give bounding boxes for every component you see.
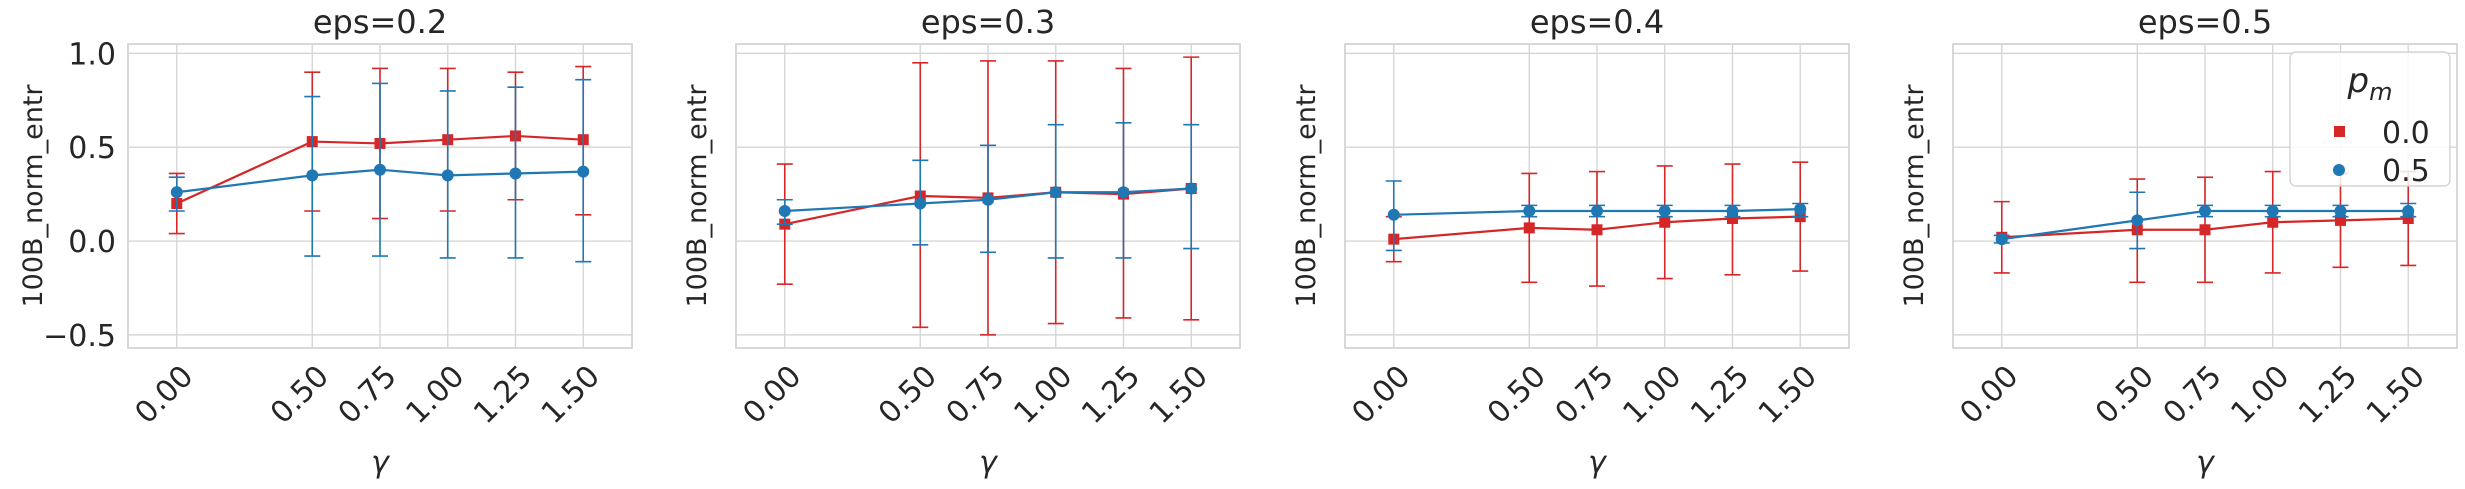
x-axis-label: γ (1588, 445, 1608, 480)
data-point (1794, 203, 1807, 216)
panel-2: 0.00 0.500.751.001.251.50 eps=0.3 γ 100B_nor… (682, 3, 1241, 480)
y-axis-label: 100B_norm_entr (1899, 84, 1930, 308)
x-tick-label: 0.00 (128, 359, 200, 431)
series-pm-0.5 (776, 122, 1200, 259)
series-line (176, 168, 584, 194)
legend-marker-square (2334, 126, 2345, 137)
data-point (1591, 205, 1603, 218)
y-axis-label: 100B_norm_entr (18, 84, 49, 308)
x-tick-label: 1.50 (535, 359, 607, 431)
x-tick-label: 1.00 (1616, 359, 1688, 431)
data-point (2402, 205, 2415, 218)
x-tick-label: 1.25 (467, 359, 539, 431)
legend-label: 0.0 (2382, 116, 2430, 151)
data-point (509, 167, 522, 180)
data-point (2402, 213, 2414, 225)
panel-3: 0.00 0.500.751.001.251.50 eps=0.4 γ 100B_nor… (1291, 3, 1850, 480)
legend-title-subscript: m (2369, 78, 2392, 106)
data-point (778, 205, 791, 218)
series-line (176, 134, 584, 205)
panel-title: eps=0.4 (1530, 3, 1664, 41)
x-tick-label: 1.25 (1684, 359, 1756, 431)
x-tick-label: 0.50 (2089, 359, 2161, 431)
series-line (1393, 208, 1801, 216)
x-tick-label: 0.75 (940, 359, 1012, 431)
series-pm-0.5 (1385, 180, 1809, 252)
x-tick-label: 0.75 (1549, 359, 1621, 431)
data-point (1659, 216, 1671, 228)
x-tick-label: 1.00 (1007, 359, 1079, 431)
x-axis-label: γ (2196, 445, 2216, 480)
data-point (2334, 214, 2346, 226)
data-point (374, 163, 386, 176)
data-point (1726, 213, 1738, 225)
y-axis-label: 100B_norm_entr (1291, 84, 1322, 308)
legend-marker-circle (2333, 164, 2345, 176)
legend-box (2289, 51, 2451, 187)
x-tick-label: 0.50 (872, 359, 944, 431)
data-point (914, 197, 927, 210)
data-point (170, 186, 183, 199)
data-point (2131, 214, 2144, 227)
data-point (1658, 205, 1671, 218)
x-tick-label: 1.00 (399, 359, 471, 431)
data-point (2334, 205, 2347, 218)
panel-1: 0.00 0.500.751.001.251.50 −0.5 0.0 0.5 1.0 eps… (18, 3, 633, 480)
data-point (1523, 222, 1535, 234)
y-tick-label: 0.5 (68, 131, 116, 166)
x-tick-label: 0.00 (1345, 359, 1417, 431)
x-tick-label: 0.75 (2157, 359, 2229, 431)
data-point (1117, 186, 1130, 199)
x-tick-label: 0.00 (736, 359, 808, 431)
data-point (577, 165, 590, 178)
data-point (2266, 205, 2279, 218)
x-tick-label: 1.50 (1143, 359, 1215, 431)
data-point (2199, 205, 2211, 218)
series-pm-0.5 (168, 78, 592, 263)
data-point (1995, 233, 2008, 246)
y-axis-label: 100B_norm_entr (682, 84, 713, 308)
y-tick-label: −0.5 (43, 319, 116, 354)
x-tick-label: 0.75 (332, 359, 404, 431)
x-tick-label: 1.50 (2360, 359, 2432, 431)
panel-title: eps=0.3 (921, 3, 1055, 41)
panel-title: eps=0.5 (2138, 3, 2272, 41)
x-tick-label: 1.00 (2224, 359, 2296, 431)
data-point (1387, 208, 1400, 221)
legend-title-base: p (2347, 61, 2370, 101)
x-tick-label: 1.25 (2292, 359, 2364, 431)
x-tick-label: 0.00 (1953, 359, 2025, 431)
y-tick-label: 1.0 (68, 37, 116, 72)
data-point (306, 169, 319, 182)
data-point (2199, 224, 2211, 236)
data-point (1185, 182, 1198, 195)
data-point (1591, 224, 1603, 236)
data-point (1726, 205, 1739, 218)
panel-title: eps=0.2 (313, 3, 447, 41)
data-point (1049, 186, 1062, 199)
y-tick-label: 0.0 (68, 225, 116, 260)
series-line (2001, 209, 2409, 241)
data-point (441, 169, 454, 182)
x-tick-label: 1.25 (1075, 359, 1147, 431)
x-tick-label: 0.50 (264, 359, 336, 431)
x-axis-label: γ (979, 445, 999, 480)
series-line (784, 187, 1192, 213)
legend: pm 0.00.5 (2289, 51, 2451, 189)
series-line (1393, 215, 1801, 241)
data-point (2267, 216, 2279, 228)
legend-label: 0.5 (2382, 154, 2430, 189)
legend-title: pm (2347, 61, 2393, 106)
x-tick-label: 0.50 (1481, 359, 1553, 431)
data-point (1523, 205, 1536, 218)
series-line (2001, 217, 2409, 239)
x-axis-label: γ (371, 445, 391, 480)
series-pm-0.5 (1993, 191, 2417, 250)
data-point (982, 193, 994, 206)
x-tick-label: 1.50 (1752, 359, 1824, 431)
